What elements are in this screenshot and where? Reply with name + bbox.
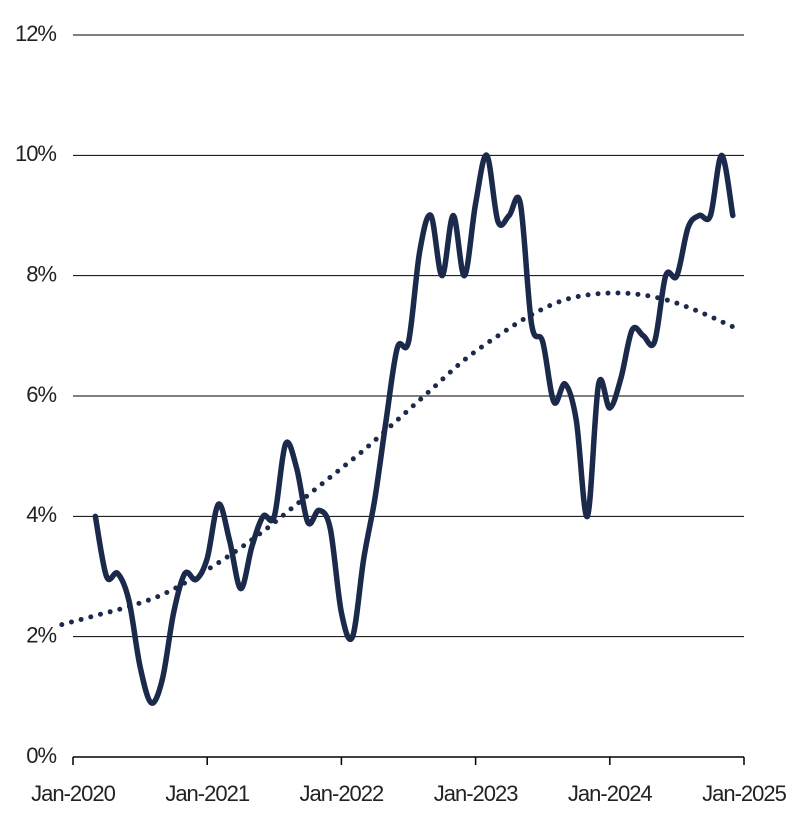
y-tick-label: 10% [15,141,56,166]
y-tick-label: 0% [26,743,56,768]
x-tick-label: Jan-2025 [702,781,787,806]
x-tick-label: Jan-2024 [568,781,653,806]
y-tick-label: 8% [26,261,56,286]
y-tick-label: 4% [26,502,56,527]
series-line [92,152,736,706]
y-tick-label: 2% [26,622,56,647]
x-tick-label: Jan-2023 [434,781,519,806]
y-tick-label: 12% [15,21,56,46]
trend-line [59,290,736,628]
y-tick-label: 6% [26,382,56,407]
x-tick-label: Jan-2021 [165,781,250,806]
x-tick-label: Jan-2020 [31,781,116,806]
x-tick-label: Jan-2022 [300,781,385,806]
